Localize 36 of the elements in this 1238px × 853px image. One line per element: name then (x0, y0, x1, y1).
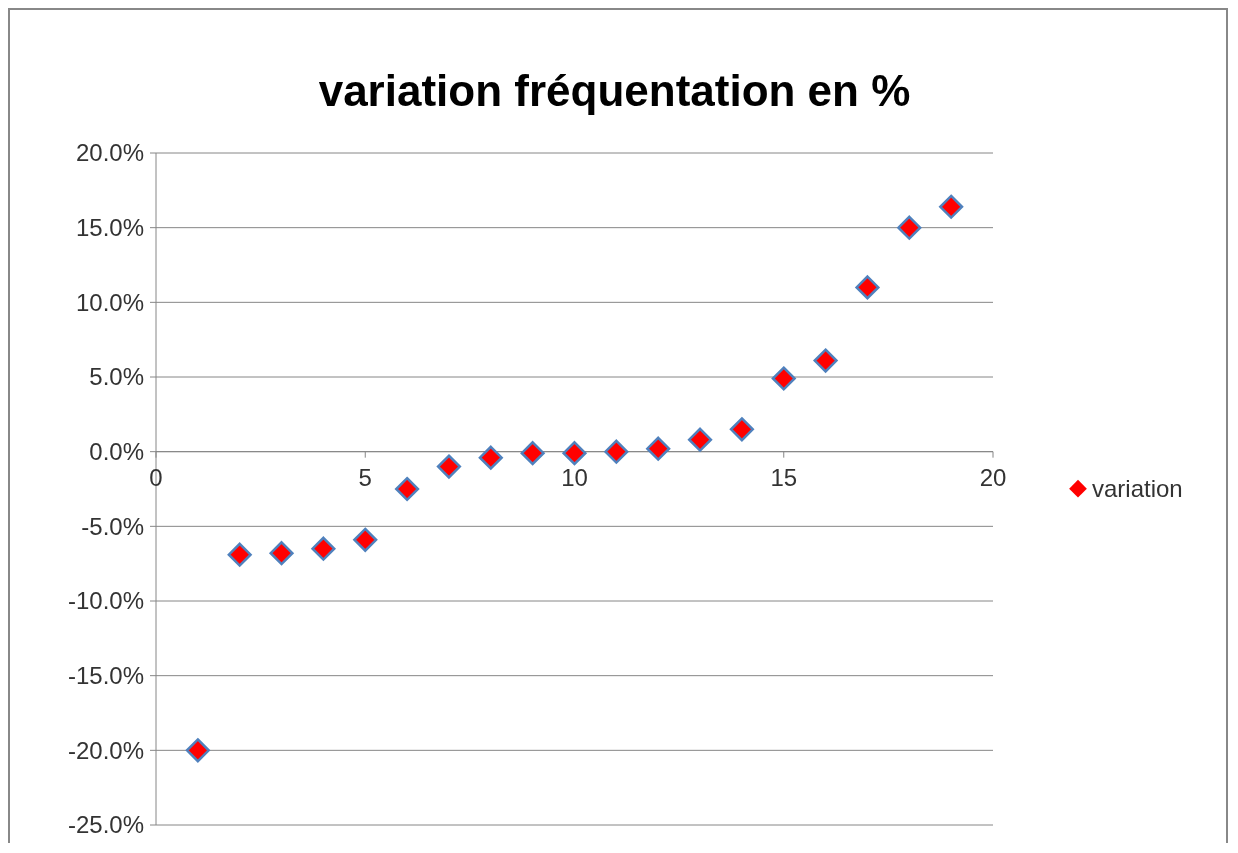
point (520, 441, 545, 466)
point (604, 439, 629, 464)
y-tick-label: 20.0% (75, 139, 144, 167)
point (478, 445, 503, 470)
point (185, 738, 210, 763)
y-tick-label: -25.0% (67, 811, 144, 839)
y-tick-label: -10.0% (67, 587, 144, 615)
point (562, 441, 587, 466)
y-tick-label: -15.0% (67, 662, 144, 690)
point (729, 417, 754, 442)
point (227, 542, 252, 567)
point (771, 366, 796, 391)
y-tick-label: -5.0% (81, 512, 144, 540)
x-tick-label: 5 (358, 463, 372, 491)
point (269, 541, 294, 566)
legend-label: variation (1092, 475, 1183, 503)
y-tick-label: 5.0% (89, 363, 144, 391)
point (939, 194, 964, 219)
point (687, 427, 713, 452)
point (855, 275, 880, 300)
point (813, 348, 838, 373)
y-tick-label: 10.0% (75, 288, 144, 316)
y-tick-label: 0.0% (89, 438, 144, 466)
point (646, 436, 671, 461)
chart-title: variation fréquentation en % (318, 66, 911, 115)
point (353, 527, 378, 552)
y-tick-label: 15.0% (75, 214, 144, 242)
x-tick-label: 15 (770, 463, 798, 491)
x-tick-label: 10 (561, 463, 588, 491)
point (897, 215, 922, 240)
x-tick-label: 20 (979, 463, 1007, 491)
point (395, 476, 420, 502)
point (311, 536, 336, 561)
point (436, 454, 462, 479)
x-tick-label: 0 (149, 463, 163, 491)
y-tick-label: -20.0% (67, 736, 144, 764)
